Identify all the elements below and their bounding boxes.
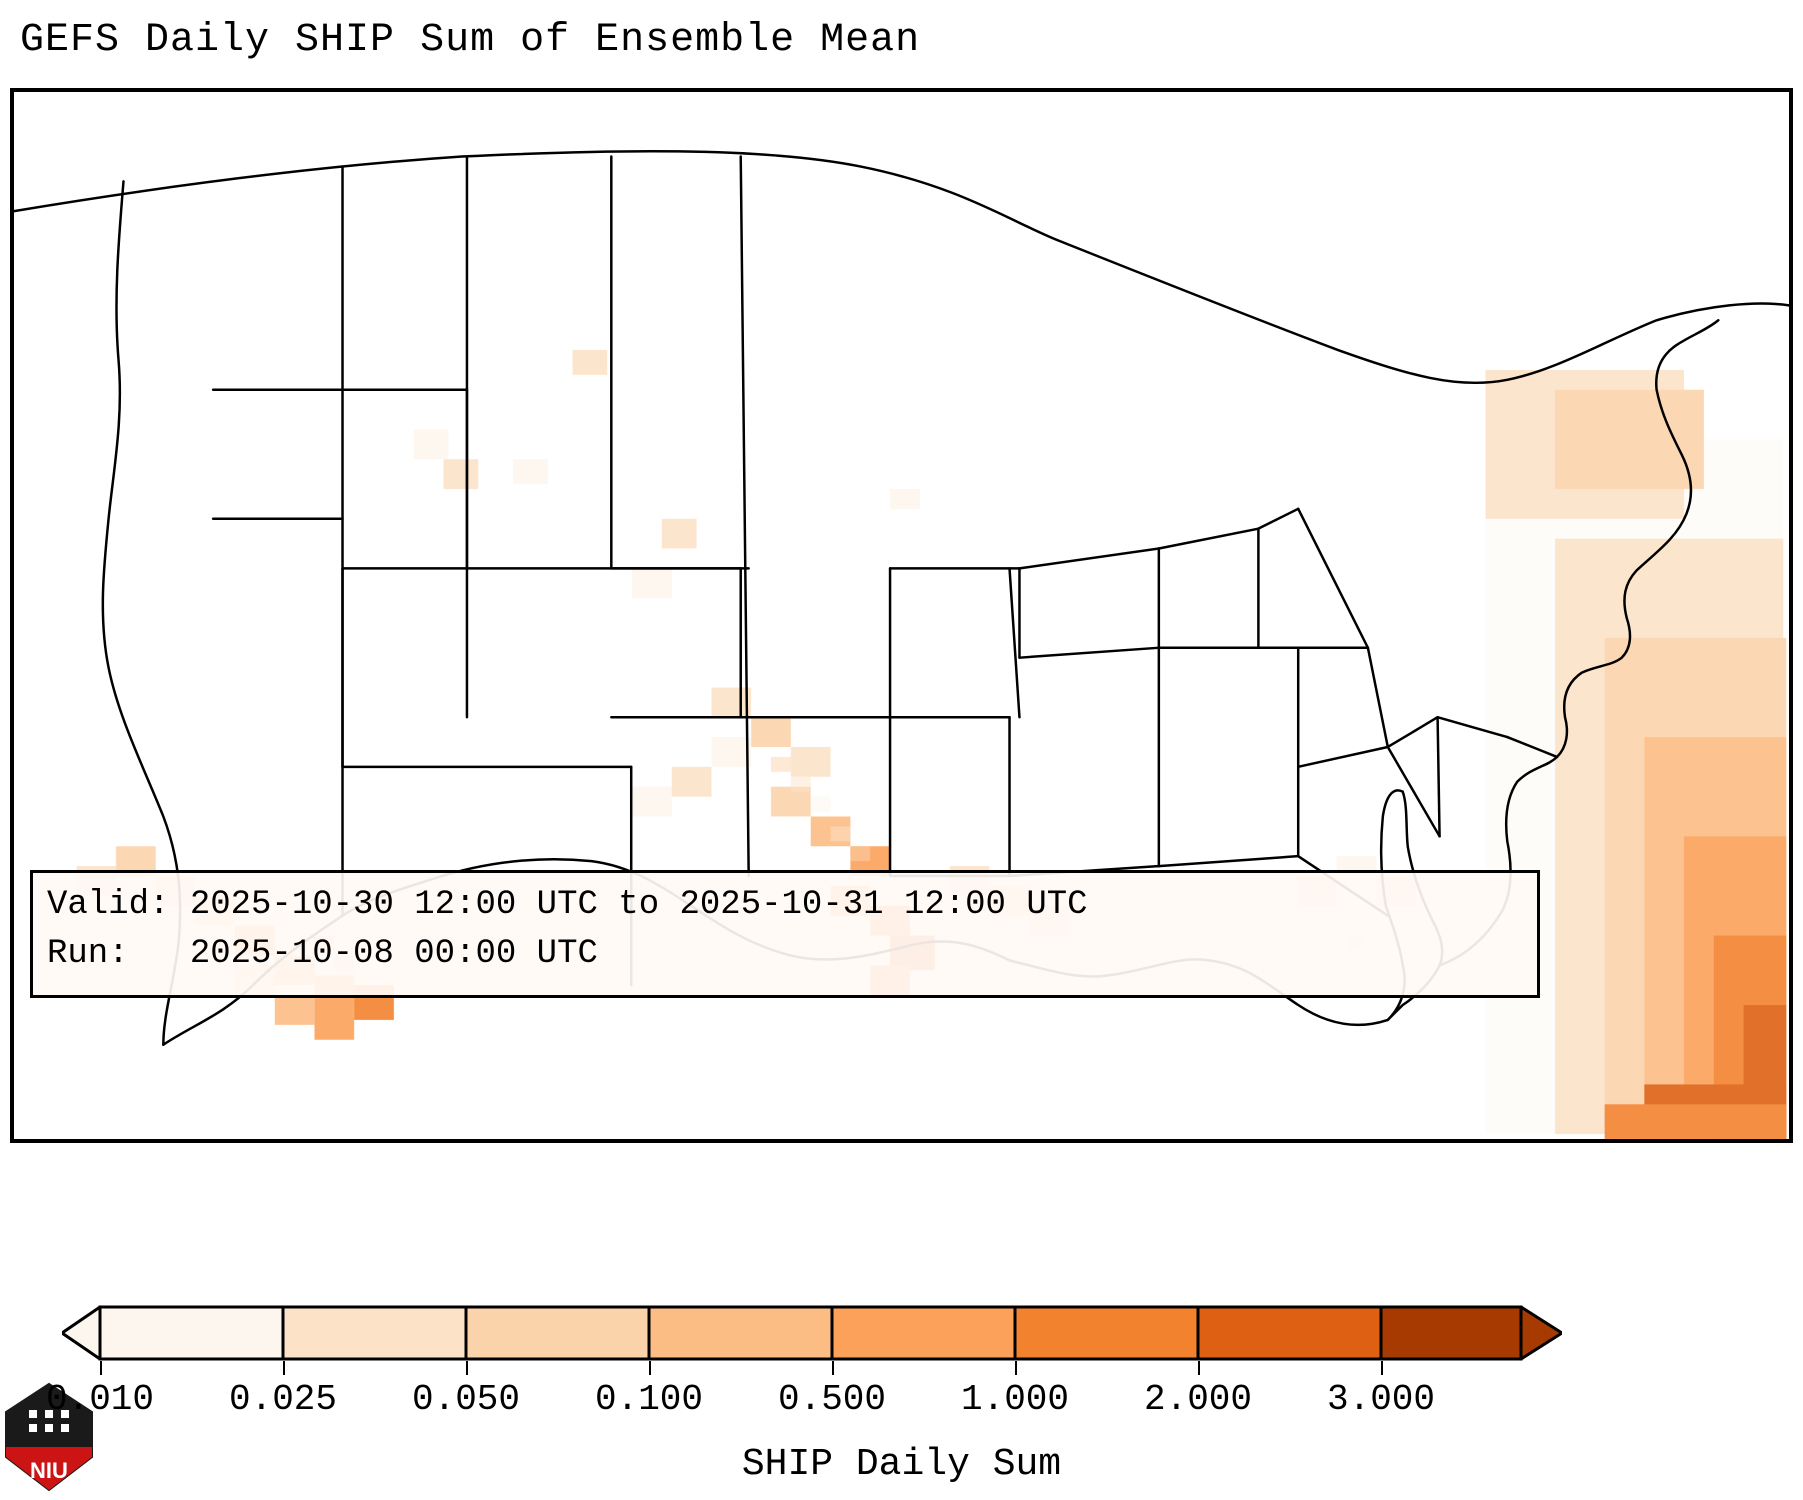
valid-run-legend-box: Valid: 2025-10-30 12:00 UTC to 2025-10-3… — [30, 870, 1540, 998]
colorbar-tick-labels: 0.010 0.025 0.050 0.100 0.500 1.000 2.00… — [62, 1379, 1562, 1429]
page-title: GEFS Daily SHIP Sum of Ensemble Mean — [20, 18, 920, 63]
colorbar-ticks — [62, 1361, 1562, 1375]
valid-time-label: Valid: 2025-10-30 12:00 UTC to 2025-10-3… — [47, 881, 1523, 930]
colorbar-legend[interactable]: 0.010 0.025 0.050 0.100 0.500 1.000 2.00… — [62, 1305, 1562, 1429]
colorbar-segments — [100, 1307, 1521, 1359]
colorbar-right-arrow — [1521, 1307, 1562, 1359]
colorbar-axis-label: SHIP Daily Sum — [0, 1443, 1803, 1486]
colorbar-left-arrow — [62, 1307, 100, 1359]
run-time-label: Run: 2025-10-08 00:00 UTC — [47, 930, 1523, 979]
colorbar-gradient — [62, 1305, 1562, 1361]
